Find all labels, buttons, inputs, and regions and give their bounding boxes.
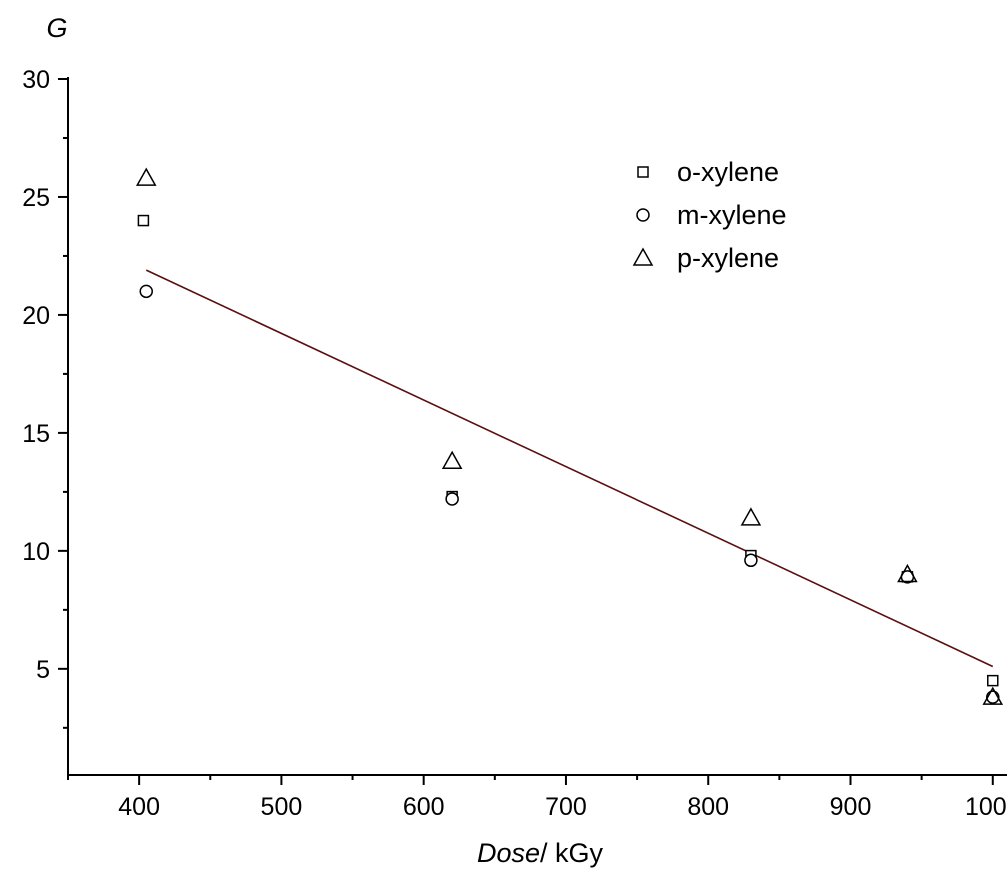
y-tick-label: 25	[22, 184, 50, 212]
triangle-data-point	[740, 507, 762, 526]
legend-label: o-xylene	[677, 157, 779, 187]
x-tick-label: 400	[118, 793, 160, 821]
x-axis-label: Dose/ kGy	[477, 838, 604, 868]
legend-marker-square	[637, 166, 649, 178]
legend: o-xylene m-xylene p-xylene	[632, 157, 787, 273]
x-tick-label: 800	[687, 793, 729, 821]
data-points	[135, 167, 1004, 705]
x-tick-label: 900	[830, 793, 872, 821]
y-tick-label: 20	[22, 302, 50, 330]
fit-line	[145, 269, 994, 668]
triangle-data-point	[897, 563, 918, 583]
legend-marker-circle	[636, 208, 650, 222]
x-tick-label: 500	[261, 793, 303, 821]
square-data-point	[137, 214, 150, 227]
y-tick-label: 10	[22, 538, 50, 566]
circle-data-point	[744, 553, 758, 568]
x-tick-label: 600	[403, 793, 445, 821]
y-axis-label: G	[46, 13, 67, 43]
fit-line-group	[145, 269, 994, 668]
legend-label: p-xylene	[677, 243, 779, 273]
triangle-data-point	[135, 167, 157, 186]
legend-marker-triangle	[632, 247, 654, 266]
circle-data-point	[139, 284, 153, 299]
legend-label: m-xylene	[677, 200, 787, 230]
y-tick-label: 15	[22, 420, 50, 448]
circle-data-point	[986, 690, 1000, 704]
triangle-data-point	[441, 450, 463, 469]
x-axis-label-italic: Dose	[477, 838, 540, 868]
x-axis-label-unit: / kGy	[540, 838, 604, 868]
circle-data-point	[445, 492, 459, 506]
x-tick-label: 1000	[965, 793, 1007, 821]
square-data-point	[987, 674, 999, 687]
triangle-data-point	[982, 686, 1004, 705]
y-tick-label: 30	[22, 66, 50, 94]
axes: 5 10 15 20 25 30 400 500 600 700 800 900 1000	[22, 66, 1007, 821]
y-tick-label: 5	[36, 656, 50, 684]
x-tick-label: 700	[545, 793, 587, 821]
